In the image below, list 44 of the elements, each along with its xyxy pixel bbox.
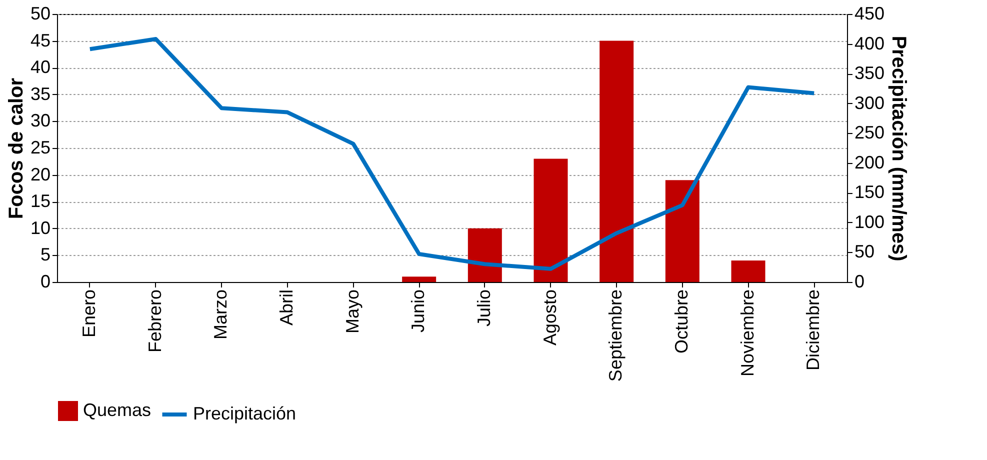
y2-tick-label: 150 <box>854 182 885 202</box>
y-tick-label: 45 <box>30 30 50 50</box>
bar <box>468 228 502 282</box>
y2-tick-label: 50 <box>854 242 875 262</box>
y-tick-label: 5 <box>40 244 50 265</box>
line-series <box>88 37 816 271</box>
y-tick-label: 25 <box>30 138 50 158</box>
y2-tick-label: 100 <box>854 212 885 232</box>
x-tick-label: Octubre <box>671 290 692 354</box>
x-tick-label: Julio <box>474 290 494 327</box>
y-tick-label: 35 <box>30 84 50 104</box>
y2-tick-label: 250 <box>854 122 885 143</box>
y2-tick-label: 400 <box>854 33 885 54</box>
y2-tick-label: 350 <box>854 63 885 84</box>
y2-axis-title: Precipitación (mm/mes) <box>888 36 910 262</box>
x-tick-label: Septiembre <box>606 290 626 382</box>
legend-label: Precipitación <box>193 404 296 424</box>
y-axis-title: Focos de calor <box>5 78 28 220</box>
bar <box>665 180 700 282</box>
x-tick-label: Mayo <box>342 290 362 334</box>
y-tick-label: 40 <box>30 57 50 78</box>
bar <box>402 276 436 282</box>
x-tick-label: Noviembre <box>737 290 758 377</box>
bar <box>600 40 634 282</box>
y2-tick-label: 0 <box>854 272 865 292</box>
x-tick-label: Marzo <box>210 290 231 340</box>
legend-label: Quemas <box>83 400 152 420</box>
y2-tick-label: 300 <box>854 92 885 113</box>
x-tick-label: Enero <box>78 290 99 338</box>
y-tick-label: 30 <box>30 110 50 131</box>
bar <box>534 158 568 282</box>
y2-tick-label: 450 <box>854 4 885 24</box>
x-tick-label: Agosto <box>540 290 560 346</box>
y2-tick-label: 200 <box>854 152 885 172</box>
x-tick-label: Junio <box>408 290 428 333</box>
y-tick-label: 10 <box>30 218 50 238</box>
x-tick-label: Diciembre <box>803 290 824 371</box>
bar <box>731 260 766 282</box>
y-tick-label: 15 <box>30 191 50 212</box>
y-tick-label: 50 <box>30 4 50 24</box>
x-tick-label: Abril <box>276 290 296 326</box>
y-tick-label: 0 <box>40 272 50 292</box>
y-tick-label: 20 <box>30 164 50 184</box>
x-tick-label: Febrero <box>144 290 165 353</box>
